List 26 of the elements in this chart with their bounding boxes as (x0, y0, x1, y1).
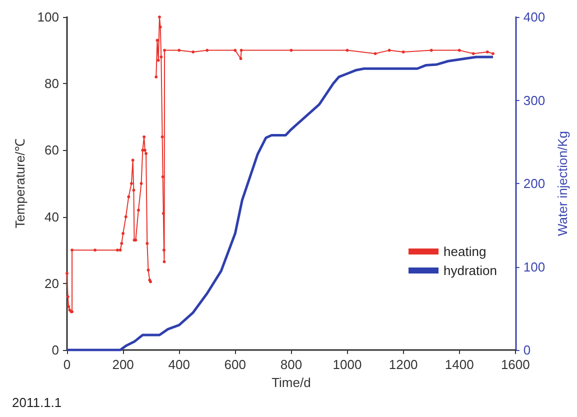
y-tick-label: 80 (44, 76, 59, 92)
text: 2011.1.1 (12, 395, 62, 410)
y2-tick-label: 300 (523, 92, 546, 108)
x-tick-label: 1000 (332, 357, 362, 372)
x-tick-label: 0 (63, 357, 71, 372)
y-tick-label: 40 (44, 209, 59, 224)
legend-label: hydration (444, 263, 498, 278)
x-tick-label: 1200 (388, 357, 418, 372)
x-tick-label: 800 (280, 357, 302, 372)
x-tick-label: 400 (168, 357, 190, 372)
y2-tick-label: 200 (523, 176, 546, 191)
x-tick-label: 600 (224, 357, 246, 372)
y2-axis-title: Water injection/Kg (555, 130, 570, 236)
legend-label: heating (444, 244, 486, 259)
y2-tick-label: 400 (523, 10, 546, 24)
y-tick-label: 0 (52, 342, 59, 358)
x-tick-label: 1400 (444, 357, 474, 372)
y-axis-title: Temperature/℃ (12, 138, 28, 228)
y2-tick-label: 0 (523, 342, 531, 358)
y-tick-label: 100 (37, 10, 59, 24)
y-tick-label: 20 (44, 276, 59, 291)
x-axis-title: Time/d (272, 374, 311, 390)
x-tick-label: 200 (112, 357, 134, 372)
y-tick-label: 60 (44, 142, 59, 158)
y2-tick-label: 100 (523, 259, 546, 274)
x-tick-label: 1600 (500, 357, 530, 372)
